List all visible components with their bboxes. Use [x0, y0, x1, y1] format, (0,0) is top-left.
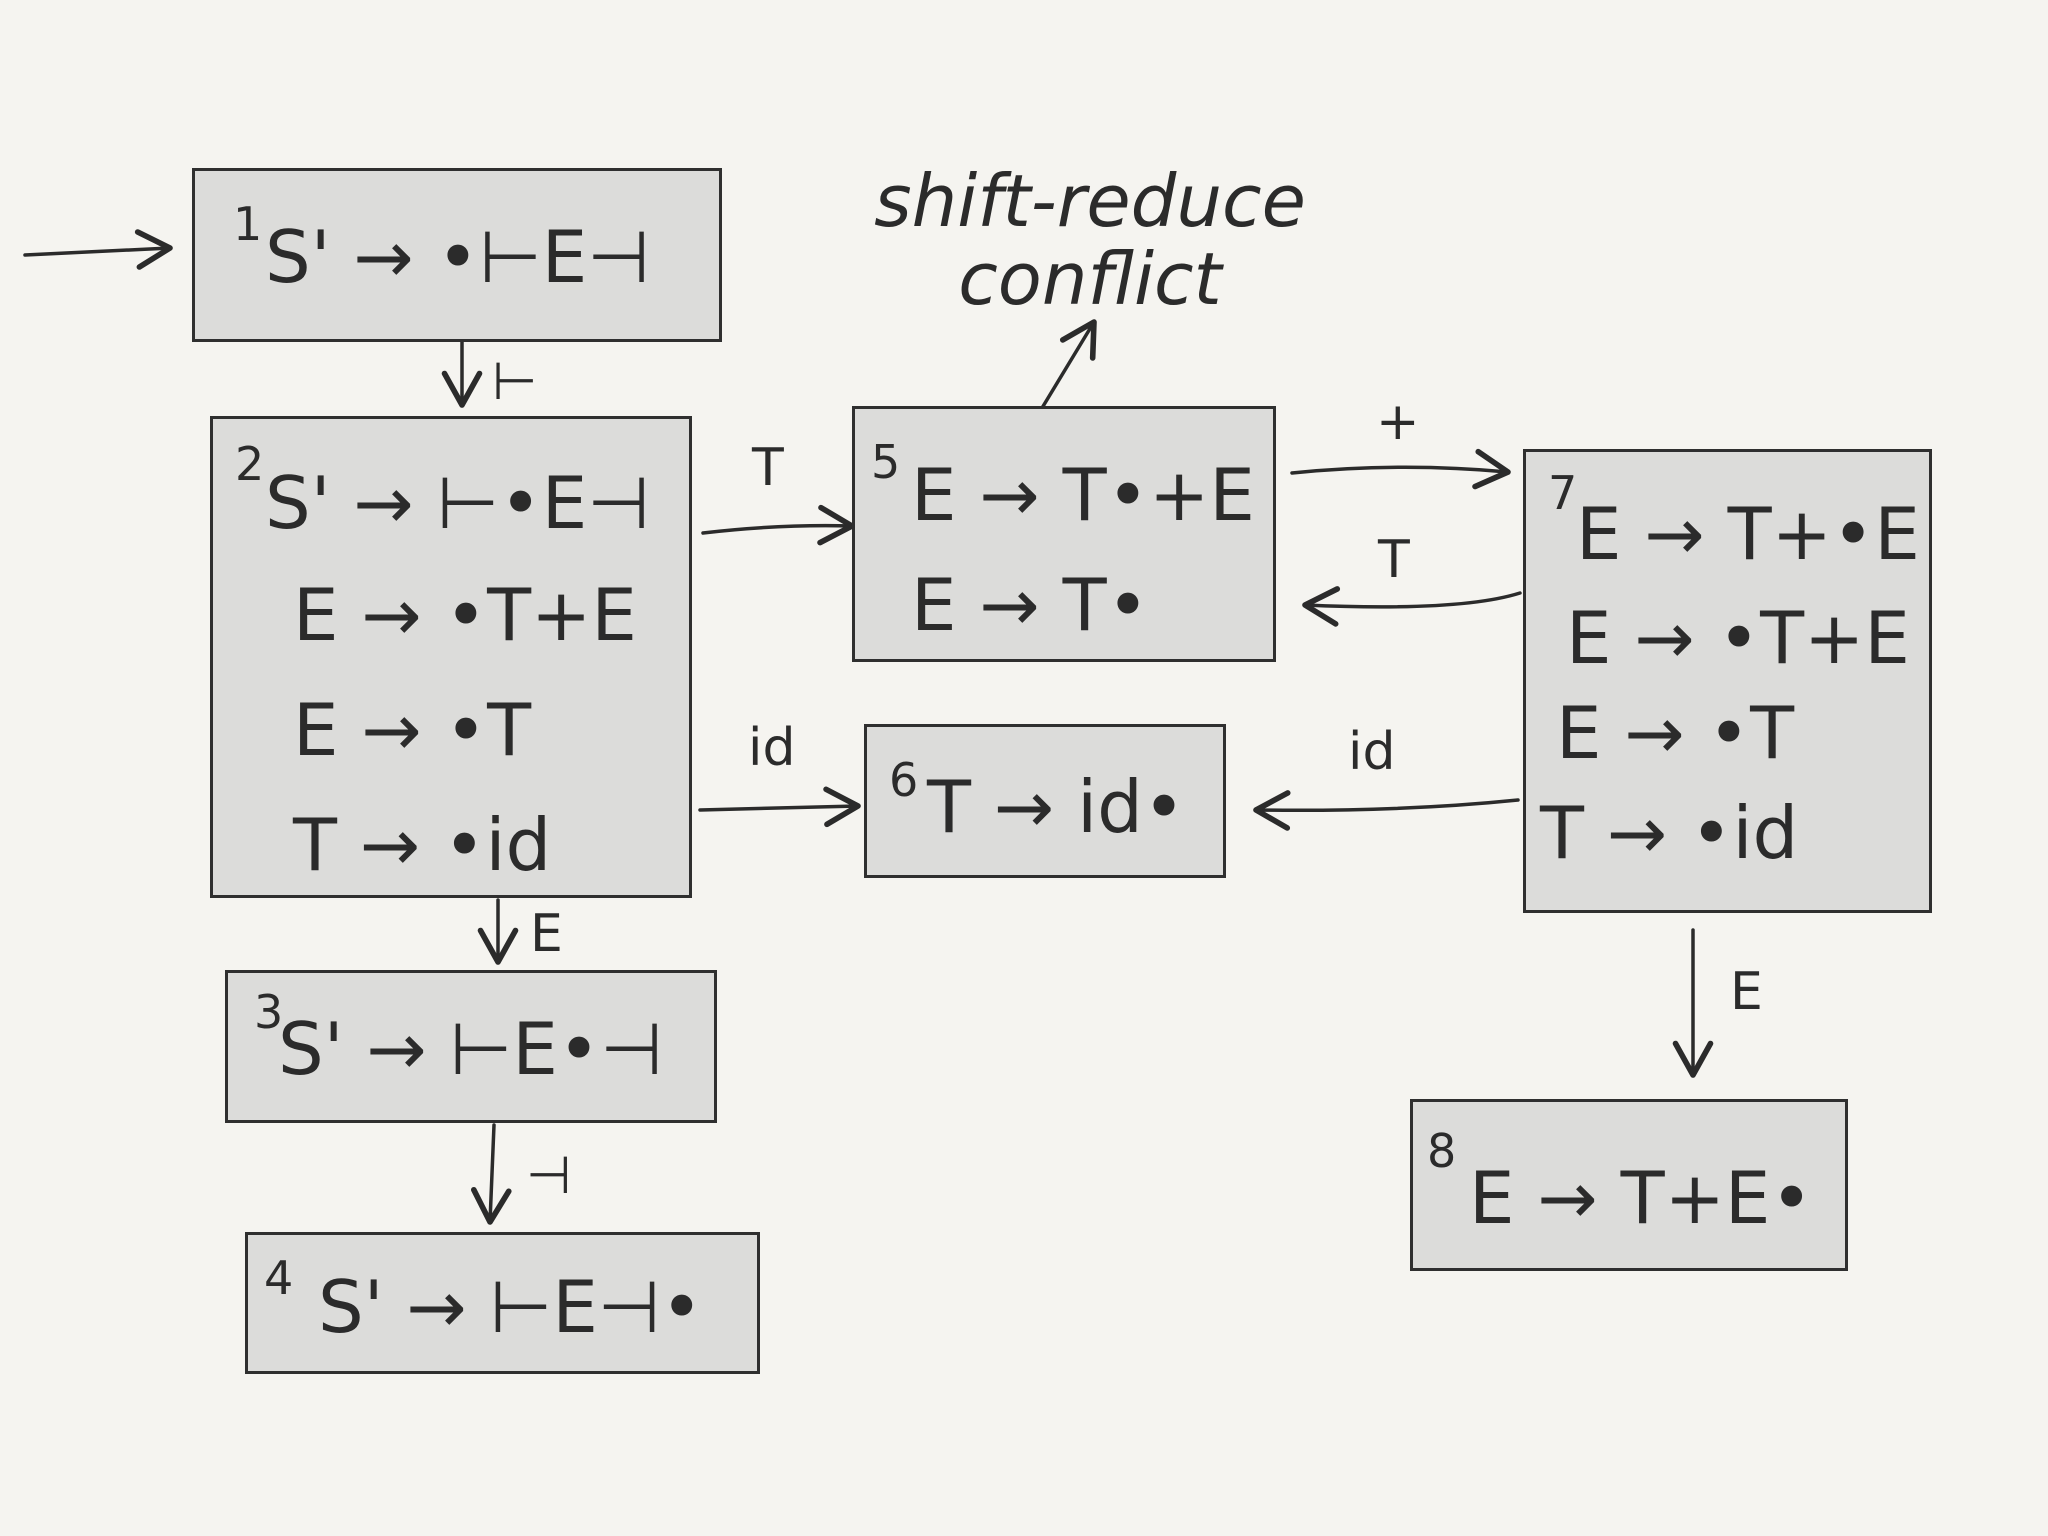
state-item: S' → ⊢•E⊣: [265, 461, 650, 545]
state-item: E → T•: [911, 563, 1150, 647]
state-number: 2: [235, 437, 265, 491]
state-4: 4 S' → ⊢E⊣•: [245, 1232, 760, 1374]
edge-label-5-7: +: [1376, 392, 1420, 452]
state-3: 3 S' → ⊢E•⊣: [225, 970, 717, 1123]
conflict-annotation: shift-reduce conflict: [850, 165, 1330, 315]
state-number: 8: [1427, 1124, 1457, 1178]
state-item: S' → ⊢E•⊣: [278, 1007, 663, 1091]
state-2: 2 S' → ⊢•E⊣ E → •T+E E → •T T → •id: [210, 416, 692, 898]
edge-label-2-6: id: [748, 718, 796, 778]
state-item: S' → ⊢E⊣•: [318, 1265, 703, 1349]
state-item: E → •T: [293, 688, 532, 772]
edge-2-6: [698, 786, 861, 828]
state-item: E → T+E•: [1469, 1156, 1813, 1240]
state-5: 5 E → T•+E E → T•: [852, 406, 1276, 662]
state-number: 7: [1548, 466, 1578, 520]
annotation-line-2: conflict: [958, 237, 1222, 321]
edge-start-1: [23, 229, 173, 270]
annotation-arrow: [1040, 319, 1097, 410]
annotation-line-1: shift-reduce: [874, 159, 1306, 243]
state-item: T → •id: [293, 803, 552, 887]
edge-label-2-3: E: [530, 904, 563, 964]
state-number: 3: [254, 985, 284, 1039]
state-number: 1: [233, 197, 263, 251]
edge-label-3-4: ⊣: [526, 1146, 572, 1206]
edge-2-5: [701, 504, 855, 546]
state-number: 5: [871, 435, 901, 489]
state-item: E → •T+E: [293, 573, 637, 657]
edge-label-7-8: E: [1730, 962, 1763, 1022]
state-1: 1 S' → •⊢E⊣: [192, 168, 722, 342]
edge-5-7: [1290, 448, 1511, 490]
state-item: E → •T+E: [1566, 596, 1910, 680]
state-item: T → id•: [927, 765, 1186, 849]
state-item: E → •T: [1556, 691, 1795, 775]
state-item: S' → •⊢E⊣: [265, 215, 650, 299]
state-number: 4: [264, 1251, 294, 1305]
state-number: 6: [889, 753, 919, 807]
edge-3-4: [471, 1123, 512, 1225]
edge-label-1-2: ⊢: [492, 352, 538, 412]
edge-7-6: [1253, 790, 1520, 831]
edge-label-2-5: T: [752, 438, 784, 498]
state-item: E → T•+E: [911, 453, 1255, 537]
edge-label-7-6: id: [1348, 722, 1396, 782]
edge-7-5: [1302, 586, 1522, 627]
state-7: 7 E → T+•E E → •T+E E → •T T → •id: [1523, 449, 1932, 913]
edge-label-7-5: T: [1378, 530, 1410, 590]
state-8: 8 E → T+E•: [1410, 1099, 1848, 1271]
state-item: T → •id: [1540, 791, 1799, 875]
state-item: E → T+•E: [1576, 492, 1920, 576]
state-6: 6 T → id•: [864, 724, 1226, 878]
